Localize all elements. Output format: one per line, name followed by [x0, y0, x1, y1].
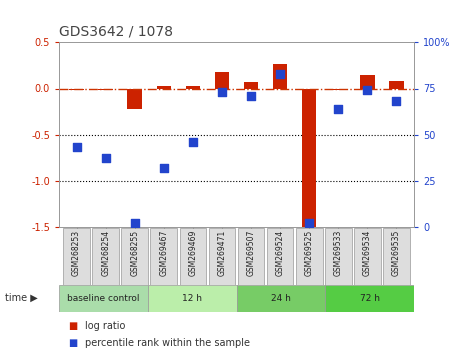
FancyBboxPatch shape: [180, 228, 206, 285]
Bar: [389, 81, 403, 88]
Point: [276, 71, 284, 76]
Point: [189, 139, 197, 145]
Bar: [331, 88, 346, 90]
Bar: [215, 72, 229, 88]
Bar: [98, 88, 113, 90]
FancyBboxPatch shape: [237, 228, 264, 285]
FancyBboxPatch shape: [148, 285, 236, 312]
Text: ■: ■: [69, 338, 78, 348]
Text: time ▶: time ▶: [5, 293, 37, 303]
Bar: [360, 75, 375, 88]
FancyBboxPatch shape: [63, 228, 90, 285]
FancyBboxPatch shape: [92, 228, 119, 285]
Text: GSM269471: GSM269471: [218, 230, 227, 276]
Bar: [127, 88, 142, 109]
FancyBboxPatch shape: [383, 228, 410, 285]
Text: GSM269535: GSM269535: [392, 230, 401, 276]
Point: [364, 87, 371, 93]
FancyBboxPatch shape: [236, 285, 325, 312]
Text: 12 h: 12 h: [182, 294, 202, 303]
Bar: [302, 88, 316, 228]
Text: GSM269469: GSM269469: [188, 230, 197, 276]
Text: GSM269534: GSM269534: [363, 230, 372, 276]
Point: [306, 220, 313, 226]
Text: GSM269507: GSM269507: [246, 230, 255, 276]
Point: [131, 220, 139, 226]
Text: GSM268255: GSM268255: [130, 230, 139, 276]
FancyBboxPatch shape: [296, 228, 323, 285]
Bar: [273, 64, 288, 88]
FancyBboxPatch shape: [150, 228, 177, 285]
Text: GSM269524: GSM269524: [276, 230, 285, 276]
Bar: [70, 88, 84, 90]
Text: GDS3642 / 1078: GDS3642 / 1078: [59, 25, 173, 39]
FancyBboxPatch shape: [59, 285, 148, 312]
Point: [73, 144, 80, 150]
Text: GSM269525: GSM269525: [305, 230, 314, 276]
FancyBboxPatch shape: [122, 228, 148, 285]
FancyBboxPatch shape: [325, 228, 351, 285]
Text: GSM269533: GSM269533: [334, 230, 343, 276]
Point: [218, 89, 226, 95]
Text: GSM269467: GSM269467: [159, 230, 168, 276]
Text: ■: ■: [69, 321, 78, 331]
FancyBboxPatch shape: [354, 228, 381, 285]
Text: percentile rank within the sample: percentile rank within the sample: [85, 338, 250, 348]
Text: GSM268254: GSM268254: [101, 230, 110, 276]
Point: [334, 106, 342, 112]
Bar: [157, 86, 171, 88]
Point: [102, 156, 109, 161]
Bar: [244, 82, 258, 88]
Point: [247, 93, 255, 99]
FancyBboxPatch shape: [325, 285, 414, 312]
Point: [393, 98, 400, 104]
Text: 72 h: 72 h: [359, 294, 379, 303]
FancyBboxPatch shape: [267, 228, 293, 285]
Point: [160, 165, 167, 171]
FancyBboxPatch shape: [209, 228, 236, 285]
Text: baseline control: baseline control: [67, 294, 140, 303]
Bar: [185, 86, 200, 88]
Text: log ratio: log ratio: [85, 321, 125, 331]
Text: 24 h: 24 h: [271, 294, 291, 303]
Text: GSM268253: GSM268253: [72, 230, 81, 276]
